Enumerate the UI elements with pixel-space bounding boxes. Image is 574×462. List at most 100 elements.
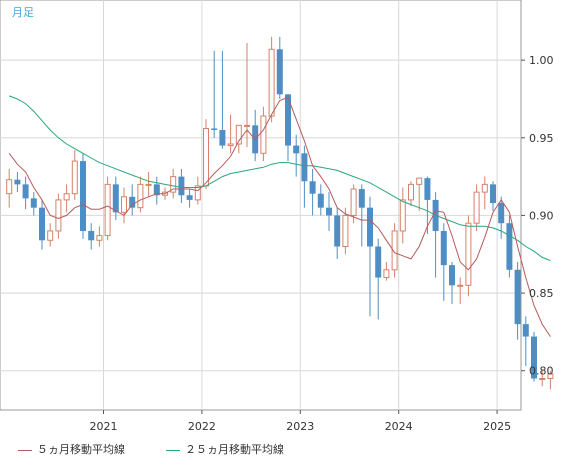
candle: [399, 187, 406, 244]
candle: [186, 189, 193, 208]
candle-body: [498, 203, 505, 224]
candle: [178, 168, 185, 204]
candle: [457, 277, 464, 304]
candle: [6, 168, 13, 208]
candle: [326, 192, 332, 231]
candle: [514, 262, 521, 340]
x-tick-label: 2025: [483, 420, 511, 433]
candle-body: [276, 49, 283, 95]
candle: [285, 94, 291, 162]
candle-body: [194, 185, 201, 201]
legend-swatch-ma25: [166, 449, 180, 451]
candle: [531, 331, 537, 382]
legend-item-ma25: ２５ヵ月移動平均線: [166, 441, 284, 457]
candle: [342, 207, 349, 255]
candle-body: [145, 183, 152, 186]
candle-body: [88, 230, 95, 241]
candle: [112, 176, 119, 221]
candle-body: [375, 246, 382, 278]
y-tick-label: 0.95: [529, 132, 554, 145]
candle-body: [178, 176, 185, 196]
candle: [391, 223, 398, 278]
candle-body: [39, 207, 45, 241]
candle: [80, 153, 86, 239]
candle-body: [309, 181, 316, 194]
candle-body: [539, 377, 546, 380]
candle: [104, 176, 111, 241]
candle-body: [268, 48, 275, 117]
candle: [449, 262, 455, 304]
candle-body: [112, 184, 119, 213]
candle: [227, 114, 234, 154]
candle-body: [547, 373, 554, 379]
candle-body: [153, 184, 160, 196]
candle-body: [63, 193, 70, 201]
candle: [170, 168, 177, 199]
candle-body: [514, 269, 521, 325]
candle-body: [367, 207, 373, 247]
candle: [137, 176, 144, 213]
candle-body: [317, 193, 324, 208]
candle: [121, 187, 127, 224]
legend-label-ma25: ２５ヵ月移動平均線: [185, 443, 284, 456]
candle-body: [30, 198, 37, 208]
candles: [6, 36, 554, 390]
candle-body: [457, 284, 464, 287]
candle-body: [211, 128, 218, 131]
candle-body: [473, 191, 480, 224]
candle: [383, 262, 390, 281]
candle-body: [6, 179, 13, 195]
candle-body: [490, 184, 496, 204]
candle: [367, 196, 373, 317]
candle: [473, 184, 480, 231]
candle: [203, 119, 209, 190]
legend-swatch-ma5: [18, 449, 32, 451]
candle-body: [80, 161, 86, 231]
candle: [268, 36, 275, 123]
ma25-line: [9, 95, 551, 261]
candle-body: [326, 207, 332, 216]
legend-label-ma5: ５ヵ月移動平均線: [37, 443, 125, 456]
moving-average-lines: [8, 95, 551, 337]
candle: [498, 196, 505, 239]
candle-body: [219, 130, 226, 146]
y-tick-label: 1.00: [529, 54, 554, 67]
y-tick-label: 0.90: [529, 209, 554, 222]
grid-lines: [0, 0, 521, 410]
candle: [465, 215, 472, 297]
candle: [522, 316, 529, 367]
candle: [309, 168, 316, 216]
candle: [71, 150, 78, 200]
candle: [334, 207, 341, 259]
candle-body: [121, 196, 127, 213]
plot-area: [0, 0, 522, 411]
candle-body: [449, 265, 455, 286]
candle: [547, 370, 554, 390]
candle-body: [71, 160, 78, 195]
candle-body: [522, 324, 529, 337]
candle: [219, 50, 226, 149]
candle-body: [55, 199, 62, 232]
candle: [211, 50, 218, 138]
candle-body: [350, 188, 357, 216]
candle: [153, 176, 160, 205]
candle: [408, 181, 414, 207]
x-tick-label: 2022: [188, 420, 216, 433]
candlestick-chart: 0.800.850.900.951.00 2021 2022 2023 2024 202…: [0, 0, 554, 433]
candle-body: [96, 235, 103, 241]
candle-body: [408, 183, 414, 201]
candle: [301, 145, 308, 208]
legend-item-ma5: ５ヵ月移動平均線: [18, 441, 125, 457]
candle: [22, 176, 29, 210]
candle-body: [391, 230, 398, 271]
candle-body: [244, 124, 250, 127]
candle-body: [260, 115, 267, 154]
candle: [129, 184, 136, 216]
candle: [317, 184, 324, 216]
candle: [96, 226, 103, 247]
period-label: 月足: [12, 6, 34, 19]
candle: [145, 171, 152, 197]
candle: [481, 176, 488, 210]
candle-body: [334, 215, 341, 247]
